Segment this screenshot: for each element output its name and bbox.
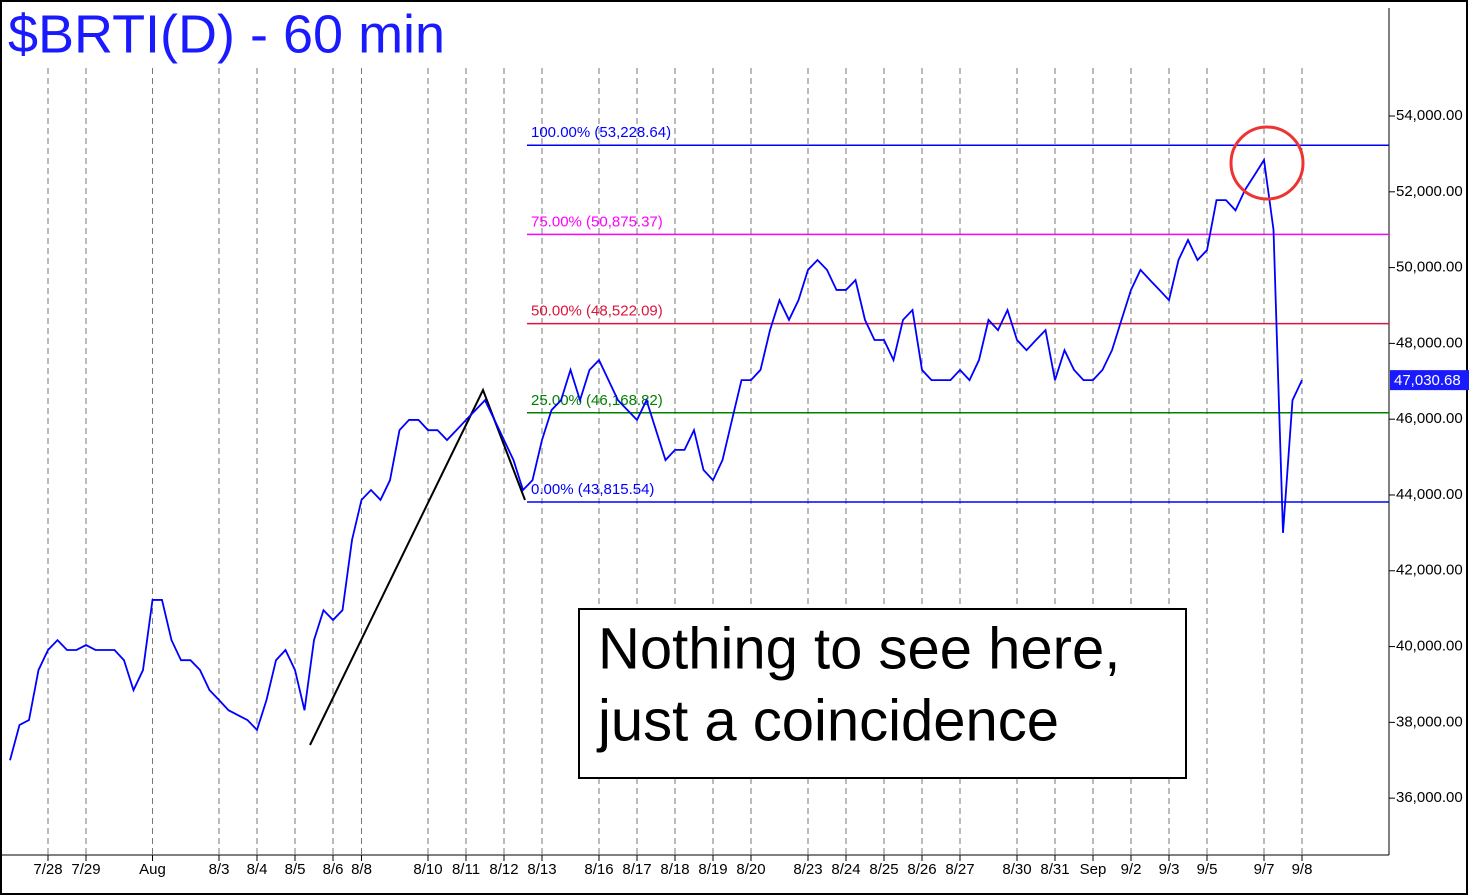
- x-tick-label: 9/5: [1197, 861, 1218, 878]
- x-tick-label: 8/4: [247, 861, 268, 878]
- x-tick-label: 8/18: [660, 861, 689, 878]
- x-tick-label: 8/26: [907, 861, 936, 878]
- highlight-circle: [1229, 125, 1305, 201]
- fib-label: 0.00% (43,815.54): [531, 481, 654, 498]
- x-tick-label: 8/20: [736, 861, 765, 878]
- last-value-box: [1390, 370, 1469, 391]
- y-tick-label: 42,000.00: [1396, 562, 1463, 579]
- x-tick-label: 8/11: [452, 861, 480, 878]
- abc-pattern: [309, 387, 526, 746]
- x-tick-label: 8/19: [698, 861, 727, 878]
- x-tick-label: 7/28: [33, 861, 62, 878]
- x-tick-label: 8/24: [831, 861, 860, 878]
- chart-title: $BRTI(D) - 60 min: [8, 4, 445, 64]
- x-tick-label: 8/6: [323, 861, 344, 878]
- x-tick-label: 8/31: [1040, 861, 1069, 878]
- x-tick-label: Sep: [1080, 861, 1107, 878]
- x-tick-label: 8/8: [351, 861, 372, 878]
- x-tick-label: 7/29: [71, 861, 100, 878]
- x-tick-label: 8/17: [622, 861, 651, 878]
- y-tick-label: 44,000.00: [1396, 486, 1463, 503]
- y-tick-label: 48,000.00: [1396, 334, 1463, 351]
- fib-label: 100.00% (53,228.64): [531, 124, 671, 141]
- y-tick-label: 36,000.00: [1396, 789, 1463, 806]
- last-value-label: 47,030.68: [1394, 372, 1461, 389]
- annotation-text: just a coincidence: [596, 688, 1059, 753]
- y-tick-label: 38,000.00: [1396, 713, 1463, 730]
- x-tick-label: Aug: [139, 861, 166, 878]
- x-tick-label: 8/23: [793, 861, 822, 878]
- fib-label: 25.00% (46,168.82): [531, 392, 663, 409]
- annotation-box: [578, 608, 1187, 779]
- x-tick-label: 8/30: [1002, 861, 1031, 878]
- x-tick-label: 8/10: [413, 861, 442, 878]
- x-tick-label: 8/5: [285, 861, 306, 878]
- x-tick-label: 9/2: [1121, 861, 1142, 878]
- x-tick-label: 8/16: [584, 861, 613, 878]
- y-tick-label: 46,000.00: [1396, 410, 1463, 427]
- y-tick-label: 40,000.00: [1396, 638, 1463, 655]
- fib-label: 50.00% (48,522.09): [531, 303, 663, 320]
- x-tick-label: 8/3: [209, 861, 230, 878]
- x-tick-label: 8/12: [489, 861, 518, 878]
- price-line: [9, 157, 1303, 761]
- y-tick-label: 54,000.00: [1396, 107, 1463, 124]
- x-tick-label: 8/27: [945, 861, 974, 878]
- x-tick-label: 9/7: [1254, 861, 1275, 878]
- y-tick-label: 50,000.00: [1396, 259, 1463, 276]
- fib-label: 75.00% (50,875.37): [531, 213, 663, 230]
- y-tick-label: 52,000.00: [1396, 183, 1463, 200]
- x-tick-label: 9/8: [1292, 861, 1313, 878]
- x-tick-label: 8/13: [527, 861, 556, 878]
- annotation-text: Nothing to see here,: [598, 616, 1120, 681]
- x-tick-label: 9/3: [1159, 861, 1180, 878]
- x-tick-label: 8/25: [869, 861, 898, 878]
